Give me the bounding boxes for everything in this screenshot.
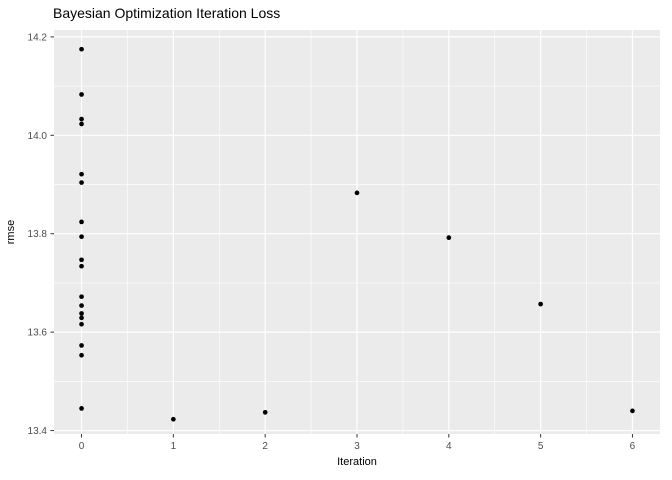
data-point	[79, 180, 84, 185]
chart-title: Bayesian Optimization Iteration Loss	[53, 5, 281, 21]
data-point	[79, 321, 84, 327]
data-point	[79, 311, 84, 316]
x-tick-label: 1	[171, 441, 177, 452]
x-tick-label: 2	[262, 441, 268, 452]
data-point	[79, 303, 84, 308]
data-point	[79, 406, 84, 411]
y-tick-label: 13.4	[28, 426, 48, 437]
data-point	[262, 409, 268, 415]
y-tick-label: 13.8	[28, 229, 48, 240]
y-tick-label: 13.6	[28, 328, 48, 339]
data-point	[79, 92, 84, 97]
data-point	[79, 171, 84, 177]
data-point	[79, 219, 84, 225]
data-point	[446, 235, 452, 241]
y-tick-label: 14.2	[28, 32, 48, 43]
data-point	[79, 263, 84, 269]
data-point	[171, 416, 176, 422]
x-tick-label: 4	[446, 441, 452, 452]
data-point	[354, 190, 360, 196]
data-point	[79, 46, 84, 52]
data-point	[79, 234, 84, 240]
data-point	[79, 315, 84, 321]
y-tick-label: 14.0	[28, 131, 48, 142]
x-tick-label: 0	[79, 441, 85, 452]
data-point	[79, 121, 84, 127]
data-point	[630, 408, 635, 414]
x-tick-label: 5	[538, 441, 544, 452]
x-axis-title: Iteration	[337, 456, 377, 468]
data-point	[79, 352, 84, 358]
data-point	[79, 116, 84, 122]
data-point	[79, 343, 84, 348]
data-point	[538, 301, 543, 307]
x-tick-label: 6	[630, 441, 636, 452]
data-point	[79, 257, 84, 263]
data-point	[79, 294, 84, 300]
x-tick-label: 3	[354, 441, 360, 452]
